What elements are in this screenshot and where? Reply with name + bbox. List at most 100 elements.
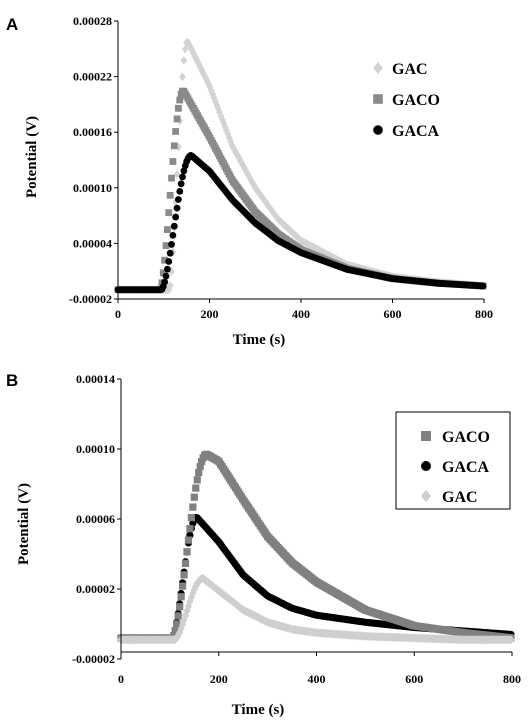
panel-b-point-gaco bbox=[180, 571, 188, 579]
panel-a-point-gac bbox=[209, 90, 217, 99]
panel-a-point-gaco bbox=[172, 128, 180, 135]
panel-a-point-gac bbox=[180, 56, 188, 65]
panel-b-legend: GACO GACA GAC bbox=[395, 411, 511, 510]
panel-a-point-gac bbox=[195, 60, 203, 69]
panel-b-x-tick-label: 0 bbox=[118, 672, 124, 686]
panel-a-point-gaca bbox=[172, 213, 180, 221]
panel-b-point-gac bbox=[507, 635, 515, 645]
panel-b-x-tick-label: 400 bbox=[308, 672, 326, 686]
panel-a-point-gac bbox=[173, 170, 181, 179]
panel-a-point-gac bbox=[188, 46, 196, 55]
panel-a-point-gac bbox=[228, 140, 236, 150]
panel-a-point-gaco bbox=[165, 209, 173, 217]
panel-a-point-gac bbox=[225, 133, 233, 142]
panel-a-point-gaca bbox=[165, 258, 173, 265]
panel-a-point-gaca bbox=[179, 173, 186, 181]
panel-b-series-gac bbox=[117, 574, 515, 645]
panel-a-point-gaca bbox=[169, 231, 177, 239]
panel-a-point-gac bbox=[221, 122, 229, 132]
panel-a-legend-marker-gaco bbox=[373, 94, 383, 104]
panel-a-point-gac bbox=[172, 197, 180, 207]
panel-b-y-tick-label: 0.00014 bbox=[76, 372, 115, 386]
panel-b-axes bbox=[117, 378, 513, 660]
panel-a-y-tick-label: 0.00028 bbox=[73, 14, 112, 28]
panel-a-point-gaca bbox=[168, 241, 175, 248]
panel-a-legend-label-gac: GAC bbox=[392, 61, 428, 78]
panel-b-point-gaco bbox=[177, 593, 185, 601]
panel-a-point-gaca bbox=[166, 249, 174, 257]
panel-a-point-gaco bbox=[166, 191, 174, 199]
panel-a-y-tick-label: 0.00016 bbox=[73, 125, 112, 139]
panel-a-series-gaca bbox=[114, 152, 487, 294]
panel-b-tick-labels: -0.00002 0.00002 0.00006 0.00010 0.00014 0 200… bbox=[72, 372, 521, 686]
panel-a-y-tick-label: 0.00004 bbox=[73, 236, 112, 250]
panel-a-point-gaca bbox=[162, 272, 170, 280]
panel-a-point-gaco bbox=[161, 256, 169, 264]
panel-a-y-tick-label: 0.00022 bbox=[73, 70, 112, 84]
panel-a-x-tick-label: 200 bbox=[201, 307, 219, 321]
panel-b-point-gaco bbox=[178, 582, 187, 590]
panel-b-data-points bbox=[117, 450, 515, 645]
panel-b-y-tick-label: 0.00006 bbox=[76, 512, 115, 526]
panel-a-legend-marker-gac bbox=[373, 62, 383, 74]
panel-b-legend-label-gaco: GACO bbox=[442, 429, 490, 446]
panel-a-point-gac bbox=[218, 115, 226, 124]
panel-a-x-axis-title: Time (s) bbox=[233, 332, 286, 348]
panel-b-point-gaco bbox=[189, 503, 197, 511]
panel-b-point-gaco bbox=[176, 603, 184, 611]
panel-b-point-gaco bbox=[184, 536, 193, 544]
panel-b-point-gaco bbox=[171, 627, 179, 635]
panel-a-point-gaco bbox=[159, 269, 167, 277]
panel-a-point-gaca bbox=[173, 204, 181, 212]
panel-a-point-gaco bbox=[169, 158, 177, 165]
panel-a-point-gaco bbox=[164, 226, 171, 233]
panel-b-point-gaco bbox=[190, 493, 198, 501]
panel-b-y-tick-label: 0.00010 bbox=[76, 442, 115, 456]
panel-a-point-gaca bbox=[161, 278, 169, 286]
panel-a-point-gaco bbox=[162, 242, 170, 250]
panel-a-axes bbox=[114, 20, 485, 303]
panel-a-point-gac bbox=[192, 54, 200, 64]
panel-a-point-gaco bbox=[174, 104, 182, 112]
panel-a-legend-label-gaca: GACA bbox=[392, 123, 440, 140]
panel-a-point-gaca bbox=[479, 282, 487, 290]
panel-b-legend-box bbox=[395, 411, 511, 510]
panel-a-x-tick-label: 400 bbox=[292, 307, 310, 321]
panel-a-point-gac bbox=[216, 108, 223, 117]
panel-b-point-gaco bbox=[186, 525, 194, 533]
panel-b-point-gaco bbox=[195, 469, 203, 477]
panel-a-y-tick-label: 0.00010 bbox=[73, 181, 112, 195]
panel-a-point-gaca bbox=[180, 167, 188, 175]
panel-b-point-gaco bbox=[181, 559, 190, 567]
panel-b-point-gaco bbox=[192, 484, 200, 492]
panel-b-y-tick-label: 0.00002 bbox=[76, 582, 115, 596]
panel-a-point-gac bbox=[212, 97, 219, 106]
panel-b-legend-marker-gaca bbox=[421, 461, 431, 471]
panel-b-x-tick-label: 600 bbox=[405, 672, 423, 686]
panel-b: B -0.00002 0.00002 0.00006 0.00010 0.00014 0 2… bbox=[6, 371, 521, 718]
panel-a-x-tick-label: 600 bbox=[384, 307, 402, 321]
panel-a-point-gaca bbox=[170, 222, 178, 230]
panel-b-point-gaco bbox=[183, 548, 191, 556]
panel-b-point-gaco bbox=[187, 514, 195, 522]
panel-a-point-gac bbox=[185, 40, 193, 50]
panel-a-tick-labels: -0.00002 0.00004 0.00010 0.00016 0.00022 0.00… bbox=[69, 14, 493, 321]
panel-a-point-gac bbox=[179, 72, 186, 82]
panel-a-point-gaco bbox=[176, 96, 184, 104]
panel-b-legend-marker-gac bbox=[421, 489, 431, 503]
panel-b-x-tick-label: 800 bbox=[503, 672, 521, 686]
panel-a-point-gaca bbox=[177, 180, 185, 188]
panel-a-point-gac bbox=[181, 44, 189, 54]
panel-b-point-gaco bbox=[196, 462, 204, 471]
panel-a-x-tick-label: 800 bbox=[475, 307, 493, 321]
panel-a-point-gaco bbox=[173, 115, 181, 123]
panel-b-legend-marker-gaco bbox=[421, 431, 431, 441]
panel-a: A -0.00002 0.00004 0.00010 0.00016 0.00022 0.… bbox=[6, 14, 493, 348]
panel-a-letter: A bbox=[6, 15, 18, 34]
panel-a-point-gaca bbox=[176, 187, 184, 195]
panel-a-legend-marker-gaca bbox=[373, 125, 383, 135]
panel-a-point-gac bbox=[223, 126, 230, 135]
panel-b-x-axis-title: Time (s) bbox=[232, 702, 285, 718]
panel-a-data-points bbox=[114, 38, 487, 294]
